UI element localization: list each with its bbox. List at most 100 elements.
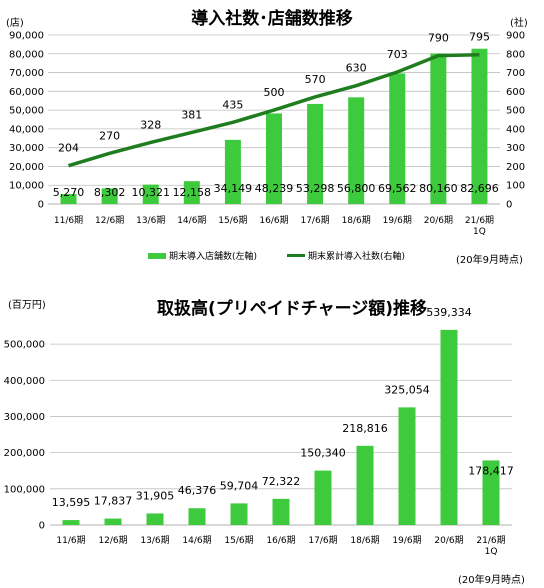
chart1-ytick-left: 90,000 [9, 31, 44, 42]
chart1-xtick: 19/6期 [383, 215, 412, 226]
chart2-xtick: 11/6期 [56, 535, 85, 546]
chart2-bar-label: 13,595 [52, 496, 91, 509]
chart1-xtick: 17/6期 [300, 215, 329, 226]
chart1-xtick: 13/6期 [136, 215, 165, 226]
chart1-bar-label: 5,270 [53, 186, 85, 199]
chart1-bar [224, 139, 241, 204]
chart1-line-label: 381 [181, 108, 202, 121]
chart1-bar [60, 194, 77, 204]
chart2-bar [314, 470, 332, 525]
chart1-xtick: 12/6期 [95, 215, 124, 226]
chart1-bar [348, 97, 365, 204]
chart1-line-label: 435 [222, 98, 243, 111]
chart1-ytick-right: 100 [506, 181, 525, 192]
chart1-bar [307, 103, 324, 204]
chart1-ytick-right: 0 [506, 200, 512, 211]
legend-label-stores: 期末導入店舗数(左軸) [169, 252, 258, 262]
chart2-ytick: 200,000 [4, 448, 45, 459]
chart2-bar [104, 518, 122, 525]
chart2-ytick: 0 [39, 521, 45, 532]
chart2-xtick: 17/6期 [308, 535, 337, 546]
chart1-bar-label: 48,239 [255, 182, 294, 195]
chart1-xtick: 20/6期 [424, 215, 453, 226]
chart1-line-series [68, 52, 480, 168]
chart1-ytick-left: 60,000 [9, 87, 44, 98]
chart2-bar-label: 178,417 [468, 464, 514, 477]
chart2-bar [398, 407, 416, 525]
chart1-xtick: 18/6期 [342, 215, 371, 226]
chart1-ytick-left: 40,000 [9, 124, 44, 135]
chart1-line-label: 570 [305, 73, 326, 86]
chart2-ytick: 400,000 [4, 376, 45, 387]
chart2-ytick: 300,000 [4, 412, 45, 423]
chart1-title: 導入社数･店舗数推移 [191, 9, 353, 29]
chart1-bar-label: 53,298 [296, 182, 335, 195]
chart1-ytick-right: 700 [506, 68, 525, 79]
chart2-bar [188, 508, 206, 525]
chart1-right-unit: (社) [510, 18, 528, 29]
chart1-xtick: 14/6期 [177, 215, 206, 226]
chart2-bar-label: 72,322 [262, 475, 301, 488]
chart1-line-label: 630 [346, 62, 367, 75]
chart2-xtick: 13/6期 [140, 535, 169, 546]
chart2-ytick: 500,000 [4, 340, 45, 351]
chart1-ytick-left: 20,000 [9, 162, 44, 173]
chart1-xtick: 16/6期 [259, 215, 288, 226]
chart1-xtick: 11/6期 [54, 215, 83, 226]
chart2-bar-label: 46,376 [178, 484, 217, 497]
chart2-xtick: 19/6期 [392, 535, 421, 546]
chart2-bar-label: 17,837 [94, 495, 133, 508]
chart2-xtick: 14/6期 [182, 535, 211, 546]
chart1-xtick: 15/6期 [218, 215, 247, 226]
chart2-bar-label: 150,340 [300, 447, 346, 460]
legend-item-stores: 期末導入店舗数(左軸) [148, 249, 257, 262]
chart2-xtick: 16/6期 [266, 535, 295, 546]
chart2-bar-label: 59,704 [220, 479, 259, 492]
chart1-left-unit: (店) [6, 18, 24, 29]
chart1-bar [266, 113, 282, 204]
chart1-ytick-left: 10,000 [9, 181, 44, 192]
chart1-line-label: 204 [58, 142, 79, 155]
chart1-ytick-left: 80,000 [9, 49, 44, 60]
chart1-ytick-right: 400 [506, 124, 525, 135]
legend-swatch-bar [148, 252, 166, 259]
chart1-bar-label: 12,158 [173, 186, 212, 199]
legend-swatch-line [287, 254, 306, 257]
chart1-ytick-right: 500 [506, 106, 525, 117]
chart2-ytick: 100,000 [4, 484, 45, 495]
chart2-note: (20年9月時点) [458, 575, 525, 586]
chart1-bar [471, 48, 488, 205]
legend-label-companies: 期末累計導入社数(右軸) [308, 252, 406, 262]
chart1-bar-label: 34,149 [214, 182, 253, 195]
chart1-xtick: 21/6期 1Q [465, 215, 494, 237]
chart1-line-label: 500 [264, 86, 285, 99]
chart1-bar [142, 184, 159, 204]
chart2-bar [62, 520, 80, 525]
chart1-note: (20年9月時点) [456, 255, 523, 266]
chart2-unit: (百万円) [8, 300, 46, 311]
chart2-title: 取扱高(プリペイドチャージ額)推移 [156, 299, 428, 319]
chart2-bar-label: 539,334 [426, 306, 472, 319]
chart1-line-label: 270 [99, 129, 120, 142]
chart1-bar-label: 10,321 [131, 186, 170, 199]
chart1-bar [389, 73, 406, 204]
chart1-ytick-left: 70,000 [9, 68, 44, 79]
chart1-bar [101, 188, 118, 204]
legend-item-companies: 期末累計導入社数(右軸) [287, 249, 405, 262]
chart2-bar-label: 325,054 [384, 383, 430, 396]
chart1-ytick-left: 30,000 [9, 143, 44, 154]
chart1-bar-label: 69,562 [378, 182, 417, 195]
chart1-ytick-right: 200 [506, 162, 525, 173]
chart1-line-label: 790 [428, 32, 449, 45]
chart2-bar [356, 445, 374, 525]
chart2-bar [440, 329, 458, 525]
chart1-ytick-left: 50,000 [9, 106, 44, 117]
chart1-bar [430, 53, 447, 205]
chart1-bar-label: 56,800 [337, 182, 376, 195]
chart1-legend: 期末導入店舗数(左軸) 期末累計導入社数(右軸) [148, 249, 429, 262]
chart2-xtick: 12/6期 [98, 535, 127, 546]
chart2-bar [146, 513, 164, 525]
chart2-xtick: 15/6期 [224, 535, 253, 546]
